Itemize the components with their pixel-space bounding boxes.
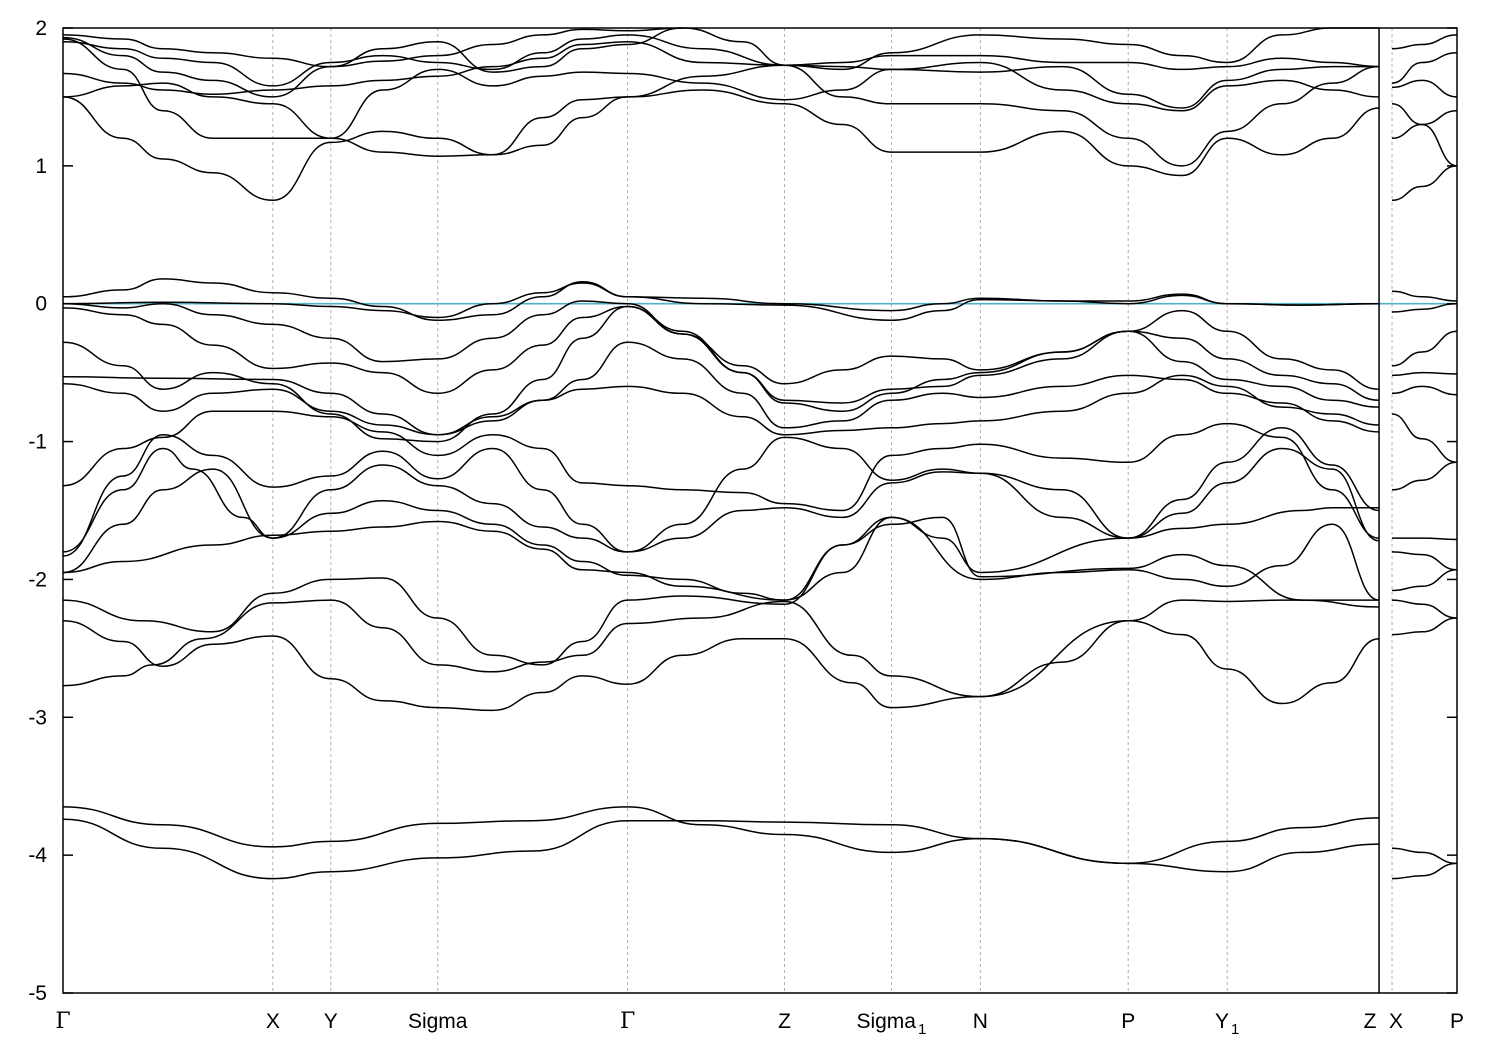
band-line <box>62 282 1380 322</box>
band-line <box>1391 34 1458 50</box>
band-line <box>62 341 1380 436</box>
band-line <box>1391 52 1458 84</box>
band-line <box>1391 79 1458 98</box>
band-line <box>62 305 1380 404</box>
band-line <box>62 806 1380 865</box>
band-line <box>62 300 1380 390</box>
x-tick-label: Γ <box>55 1009 70 1034</box>
band-line <box>1391 461 1458 491</box>
band-line <box>1391 617 1458 636</box>
x-tick-label: Y <box>324 1010 338 1033</box>
band-line <box>62 599 1380 712</box>
band-line <box>62 516 1380 666</box>
band-lines <box>62 27 1458 880</box>
band-line <box>62 278 1380 322</box>
band-line <box>62 447 1380 574</box>
band-line <box>62 599 1380 705</box>
band-line <box>62 410 1380 539</box>
kpoint-grid-lines <box>272 28 1393 993</box>
band-line <box>62 27 683 68</box>
y-tick-label: -3 <box>28 706 47 729</box>
x-tick-label: Sigma <box>408 1010 468 1033</box>
band-line <box>1391 330 1458 367</box>
band-line <box>62 818 1380 880</box>
y-tick-label: -4 <box>28 844 47 867</box>
x-tick-label: X <box>266 1010 280 1033</box>
band-line <box>62 447 1380 608</box>
y-tick-label: 2 <box>35 17 47 40</box>
x-tick-label: Sigma 1 <box>856 1010 926 1038</box>
x-tick-label: X <box>1389 1010 1403 1033</box>
x-tick-label: Z <box>1364 1010 1377 1033</box>
band-line <box>1391 599 1458 619</box>
band-line <box>1391 385 1458 396</box>
band-line <box>1391 413 1458 464</box>
band-line <box>62 38 1380 167</box>
y-axis-ticks: 2 1 0 -1 -2 -3 -4 -5 <box>28 17 1457 1005</box>
y-tick-label: -5 <box>28 982 47 1005</box>
band-line <box>1391 847 1458 865</box>
band-line <box>1391 165 1458 202</box>
y-tick-label: -2 <box>28 568 47 591</box>
band-line <box>1391 371 1458 377</box>
x-tick-label: P <box>1121 1010 1135 1033</box>
x-tick-label: P <box>1450 1010 1464 1033</box>
band-line <box>1391 302 1458 313</box>
y-tick-label: -1 <box>28 431 47 454</box>
band-line <box>62 427 1380 557</box>
band-line <box>1391 551 1458 571</box>
x-tick-subscript: 1 <box>1231 1021 1239 1038</box>
band-line <box>1391 537 1458 541</box>
band-line <box>62 61 1380 140</box>
band-line <box>1391 569 1458 592</box>
x-tick-label: Z <box>778 1010 791 1033</box>
band-line <box>62 41 1380 109</box>
x-axis-ticks: Γ X Y Sigma Γ Z Sigma 1 N P Y 1 Z X P <box>55 1009 1464 1038</box>
band-line <box>1391 103 1458 167</box>
band-line <box>62 89 1380 202</box>
band-line <box>62 34 1380 87</box>
y-tick-label: 1 <box>35 155 47 178</box>
band-line <box>1391 862 1458 880</box>
y-tick-label: 0 <box>35 293 47 316</box>
band-line <box>1391 290 1458 302</box>
x-tick-subscript: 1 <box>918 1021 926 1038</box>
plot-frame <box>62 27 1458 994</box>
x-tick-label: N <box>973 1010 988 1033</box>
band-line <box>62 305 1380 443</box>
x-tick-label: Γ <box>620 1009 635 1034</box>
